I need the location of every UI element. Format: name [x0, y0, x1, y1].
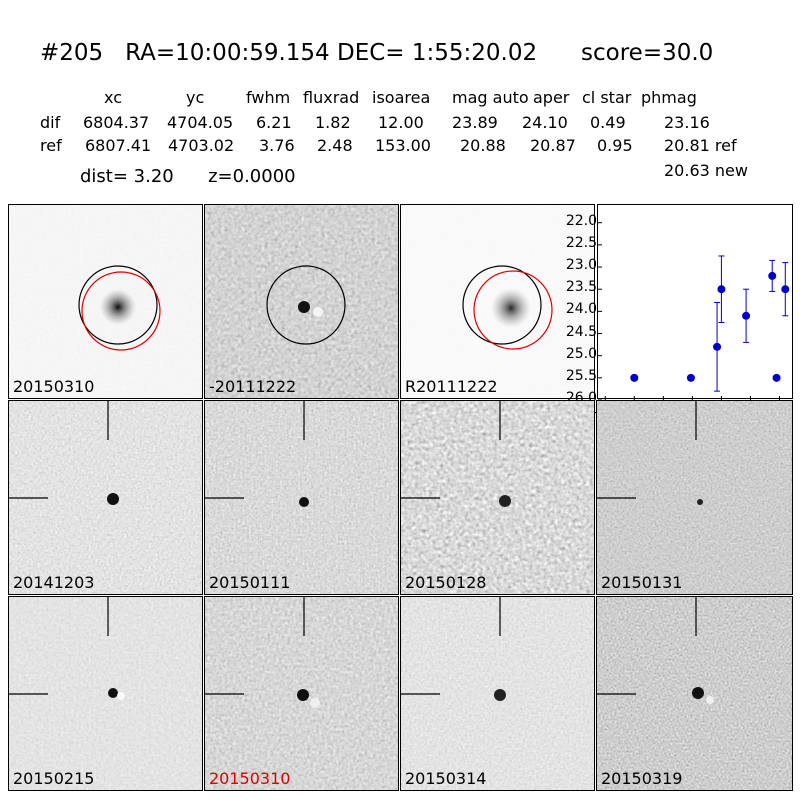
y-tick-label: 24.0	[565, 301, 597, 318]
light-curve-svg	[598, 222, 790, 401]
image-tile-epoch: 20150314	[400, 596, 595, 791]
image-tile-reference: R20111222	[400, 204, 595, 399]
table-cell: 12.00	[378, 113, 424, 132]
y-tick-label: 23.0	[565, 257, 597, 274]
table-cell: 3.76	[259, 136, 295, 155]
table-cell: 4704.05	[167, 113, 234, 132]
stamp-image	[9, 597, 202, 790]
stamp-image	[401, 205, 594, 398]
table-cell: 20.87	[530, 136, 576, 155]
z-value: z=0.0000	[208, 166, 296, 187]
table-cell: 6804.37	[83, 113, 150, 132]
tile-date-label: 20150215	[13, 769, 95, 788]
table-cell: 4703.02	[168, 136, 235, 155]
tile-date-label: R20111222	[405, 377, 498, 396]
table-cell: 20.88	[460, 136, 506, 155]
image-tile-epoch: 20150131	[596, 400, 793, 595]
table-cell: 0.49	[590, 113, 626, 132]
tile-date-label: 20150128	[405, 573, 487, 592]
tile-date-label: 20150131	[601, 573, 683, 592]
y-tick-label: 22.5	[565, 234, 597, 251]
tile-date-label: -20111222	[209, 377, 297, 396]
col-header-phmag: phmag	[641, 88, 697, 107]
row-label-ref: ref	[40, 136, 62, 155]
data-point	[768, 259, 777, 292]
table-cell: 0.95	[597, 136, 633, 155]
dec-value: DEC= 1:55:20.02	[337, 40, 538, 66]
table-cell: 20.81 ref	[664, 136, 737, 155]
col-header-aper: aper	[533, 88, 570, 107]
image-tile-new: 20150310	[8, 204, 203, 399]
data-point	[717, 255, 726, 323]
y-tick-label: 25.5	[565, 367, 597, 384]
y-tick-label: 24.5	[565, 323, 597, 340]
table-cell: 1.82	[315, 113, 351, 132]
table-cell: 6807.41	[85, 136, 152, 155]
header-line: #205 RA=10:00:59.154 DEC= 1:55:20.02 sco…	[40, 40, 713, 66]
data-point	[781, 262, 790, 317]
image-tile-epoch: 20150111	[204, 400, 399, 595]
tile-date-label: 20150111	[209, 573, 291, 592]
stamp-image	[9, 205, 202, 398]
col-header-yc: yc	[186, 88, 205, 107]
col-header-fwhm: fwhm	[246, 88, 291, 107]
data-point	[686, 373, 695, 382]
stamp-image	[9, 401, 202, 594]
col-header-xc: xc	[104, 88, 122, 107]
table-cell: 24.10	[522, 113, 568, 132]
tile-date-label-current: 20150310	[209, 769, 291, 788]
stamp-image	[205, 597, 398, 790]
new-phmag: 20.63 new	[664, 161, 748, 180]
tile-date-label: 20141203	[13, 573, 95, 592]
tile-date-label: 20150310	[13, 377, 95, 396]
score-value: score=30.0	[581, 40, 714, 66]
stamp-image	[597, 597, 792, 790]
stamp-image	[597, 401, 792, 594]
image-tile-epoch: 20150215	[8, 596, 203, 791]
stamp-image	[401, 401, 594, 594]
image-tile-epoch: 20150128	[400, 400, 595, 595]
table-cell: 23.16	[664, 113, 710, 132]
image-tile-epoch: 20150319	[596, 596, 793, 791]
dist-z-line: dist= 3.20 z=0.0000	[80, 166, 296, 187]
col-header-fluxrad: fluxrad	[303, 88, 360, 107]
y-tick-label: 25.0	[565, 345, 597, 362]
image-tile-epoch-current: 20150310	[204, 596, 399, 791]
data-point	[713, 302, 722, 392]
stamp-image	[205, 205, 398, 398]
table-cell: 2.48	[317, 136, 353, 155]
ra-value: RA=10:00:59.154	[125, 40, 330, 66]
row-label-dif: dif	[40, 113, 61, 132]
candidate-id: #205	[40, 40, 104, 66]
col-header-mag-auto: mag auto	[452, 88, 529, 107]
col-header-cl-star: cl star	[582, 88, 632, 107]
image-tile-epoch: 20141203	[8, 400, 203, 595]
table-cell: 23.89	[452, 113, 498, 132]
table-cell: 153.00	[375, 136, 431, 155]
dist-value: dist= 3.20	[80, 166, 174, 187]
stamp-image	[205, 401, 398, 594]
image-tile-difference: -20111222	[204, 204, 399, 399]
stamp-image	[401, 597, 594, 790]
light-curve-plot	[597, 204, 793, 401]
y-tick-label: 22.0	[565, 212, 597, 229]
tile-date-label: 20150314	[405, 769, 487, 788]
y-tick-label: 23.5	[565, 279, 597, 296]
data-point	[630, 373, 639, 382]
data-point	[742, 288, 751, 343]
tile-date-label: 20150319	[601, 769, 683, 788]
table-cell: 6.21	[256, 113, 292, 132]
data-point	[772, 373, 781, 382]
col-header-isoarea: isoarea	[372, 88, 431, 107]
